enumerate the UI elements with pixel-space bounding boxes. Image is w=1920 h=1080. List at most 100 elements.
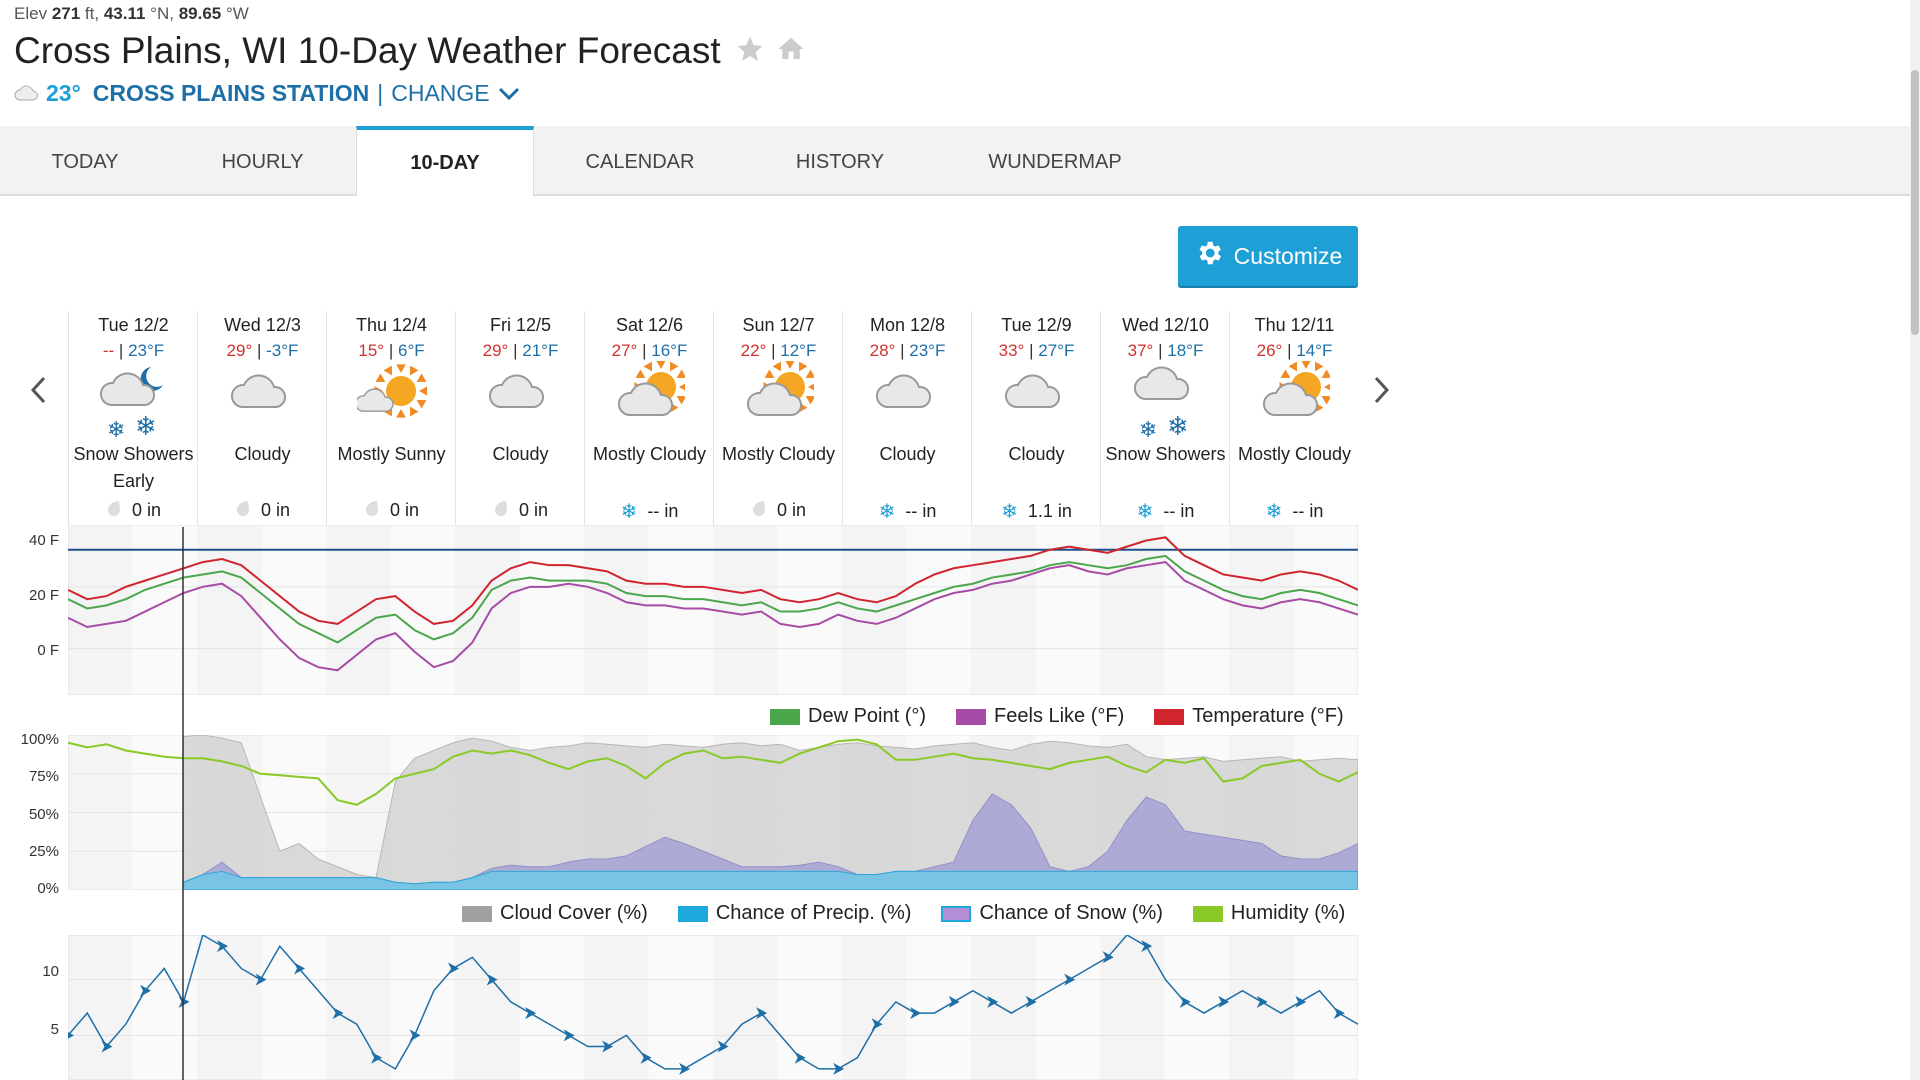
precip-chart: [68, 735, 1358, 890]
snowflake-icon: ❄: [1136, 499, 1154, 523]
svg-text:❄: ❄: [1167, 412, 1189, 441]
tab-history[interactable]: HISTORY: [795, 151, 885, 173]
customize-label: Customize: [1233, 242, 1343, 269]
day-temps: 29° | 21°F: [456, 341, 585, 361]
wind-direction-arrow: [294, 962, 306, 975]
elev-unit: ft,: [84, 4, 100, 23]
chevron-down-icon: [498, 80, 520, 107]
day-temps: 15° | 6°F: [327, 341, 456, 361]
wind-direction-arrow: [1064, 973, 1076, 986]
legend-label: Temperature (°F): [1192, 705, 1344, 727]
high-temp: 33°: [998, 341, 1025, 360]
background-band: [390, 935, 455, 1080]
legend-feels-like: Feels Like (°F): [956, 705, 1124, 728]
scrollbar-thumb[interactable]: [1911, 70, 1919, 335]
elev-value: 271: [51, 4, 81, 23]
precip-value: -- in: [647, 500, 679, 521]
background-band: [584, 935, 649, 1080]
temp-separator: |: [118, 341, 124, 360]
day-temps: 33° | 27°F: [972, 341, 1101, 361]
tab-today[interactable]: TODAY: [51, 151, 119, 173]
lat-unit: °N,: [150, 4, 174, 23]
wind-direction-arrow: [1102, 951, 1114, 964]
background-band: [1229, 935, 1294, 1080]
background-band: [906, 935, 971, 1080]
day-column[interactable]: Sat 12/6 27° | 16°F Mostly Cloudy ❄ -- i…: [584, 311, 714, 541]
background-band: [455, 935, 520, 1080]
rain-drop-icon: [235, 499, 251, 522]
temp-separator: |: [1158, 341, 1163, 360]
background-band: [197, 525, 262, 695]
snowflake-icon: ❄: [878, 499, 896, 523]
wind-direction-arrow: [602, 1040, 614, 1053]
wind-direction-arrow: [987, 995, 999, 1008]
background-band: [1164, 525, 1229, 695]
precip-value: 0 in: [776, 500, 807, 520]
scrollbar-track[interactable]: [1910, 0, 1920, 1080]
day-forecast-row: Tue 12/2 -- | 23°F ❄ ❄ Snow Showers Early…: [68, 311, 1358, 541]
day-column[interactable]: Tue 12/2 -- | 23°F ❄ ❄ Snow Showers Early…: [68, 311, 198, 541]
home-icon[interactable]: [775, 34, 807, 69]
legend-label: Dew Point (°): [808, 705, 927, 727]
day-column[interactable]: Tue 12/9 33° | 27°F Cloudy ❄ 1.1 in: [971, 311, 1101, 541]
station-row: 23° CROSS PLAINS STATION | CHANGE: [14, 80, 520, 107]
snowflake-icon: ❄: [1265, 499, 1283, 523]
legend-chance-snow: Chance of Snow (%): [941, 902, 1163, 925]
wind-direction-arrow: [448, 962, 460, 975]
legend-label: Chance of Precip. (%): [715, 902, 912, 924]
background-band: [1229, 525, 1294, 695]
day-column[interactable]: Thu 12/4 15° | 6°F Mostly Sunny 0 in: [326, 311, 456, 541]
tab-hourly[interactable]: HOURLY: [221, 151, 304, 173]
condition-text: Cloudy: [492, 444, 549, 464]
legend-label: Chance of Snow (%): [979, 902, 1163, 924]
wind-direction-arrow: [140, 984, 152, 997]
precip-value: 0 in: [518, 500, 549, 520]
day-column[interactable]: Wed 12/3 29° | -3°F Cloudy 0 in: [197, 311, 327, 541]
wind-direction-arrow: [178, 995, 190, 1008]
day-column[interactable]: Sun 12/7 22° | 12°F Mostly Cloudy 0 in: [713, 311, 843, 541]
precip-amount: 0 in: [69, 499, 198, 522]
background-band: [326, 935, 391, 1080]
day-name: Thu 12/4: [355, 315, 428, 335]
y-tick-label: 75%: [28, 768, 59, 785]
day-column[interactable]: Thu 12/11 26° | 14°F Mostly Cloudy ❄ -- …: [1229, 311, 1359, 541]
background-band: [519, 935, 584, 1080]
customize-button[interactable]: Customize: [1178, 226, 1358, 286]
change-station-button[interactable]: CHANGE: [391, 80, 519, 107]
tab-10-day[interactable]: 10-DAY: [356, 126, 534, 196]
background-band: [648, 525, 713, 695]
tab-calendar[interactable]: CALENDAR: [585, 151, 695, 173]
day-column[interactable]: Mon 12/8 28° | 23°F Cloudy ❄ -- in: [842, 311, 972, 541]
cloudy-icon: [198, 361, 327, 441]
wind-direction-arrow: [332, 1007, 344, 1020]
day-column[interactable]: Wed 12/10 37° | 18°F ❄ ❄ Snow Showers ❄ -…: [1100, 311, 1230, 541]
wind-direction-arrow: [101, 1040, 113, 1053]
wind-direction-arrow: [371, 1051, 383, 1064]
background-band: [648, 935, 713, 1080]
background-band: [1035, 525, 1100, 695]
day-temps: 22° | 12°F: [714, 341, 843, 361]
precip-amount: ❄ 1.1 in: [972, 499, 1101, 523]
temperature-chart: [68, 525, 1358, 695]
humidity-line: [68, 738, 1358, 806]
temp-legend: Dew Point (°) Feels Like (°F) Temperatur…: [740, 705, 1344, 728]
current-time-line: [182, 527, 184, 1080]
station-link[interactable]: CROSS PLAINS STATION: [92, 80, 370, 106]
favorite-star-icon[interactable]: [735, 34, 765, 69]
precip-value: 0 in: [260, 500, 291, 520]
next-days-button[interactable]: [1372, 375, 1390, 410]
tab-wundermap[interactable]: WUNDERMAP: [988, 151, 1122, 173]
wind-direction-arrow: [1218, 995, 1230, 1008]
day-column[interactable]: Fri 12/5 29° | 21°F Cloudy 0 in: [455, 311, 585, 541]
chevron-right-icon: [1372, 376, 1390, 409]
y-tick-label: 20 F: [28, 587, 59, 604]
low-temp: 27°F: [1038, 341, 1075, 360]
mostly-cloudy-icon: [1230, 361, 1359, 441]
lat-value: 43.11: [103, 4, 146, 23]
y-tick-label: 0%: [37, 880, 59, 897]
change-label: CHANGE: [391, 80, 490, 106]
temp-separator: |: [256, 341, 262, 360]
precip-amount: ❄ -- in: [1230, 499, 1359, 523]
prev-days-button[interactable]: [30, 375, 48, 410]
cloud-cover-area: [183, 735, 1358, 890]
